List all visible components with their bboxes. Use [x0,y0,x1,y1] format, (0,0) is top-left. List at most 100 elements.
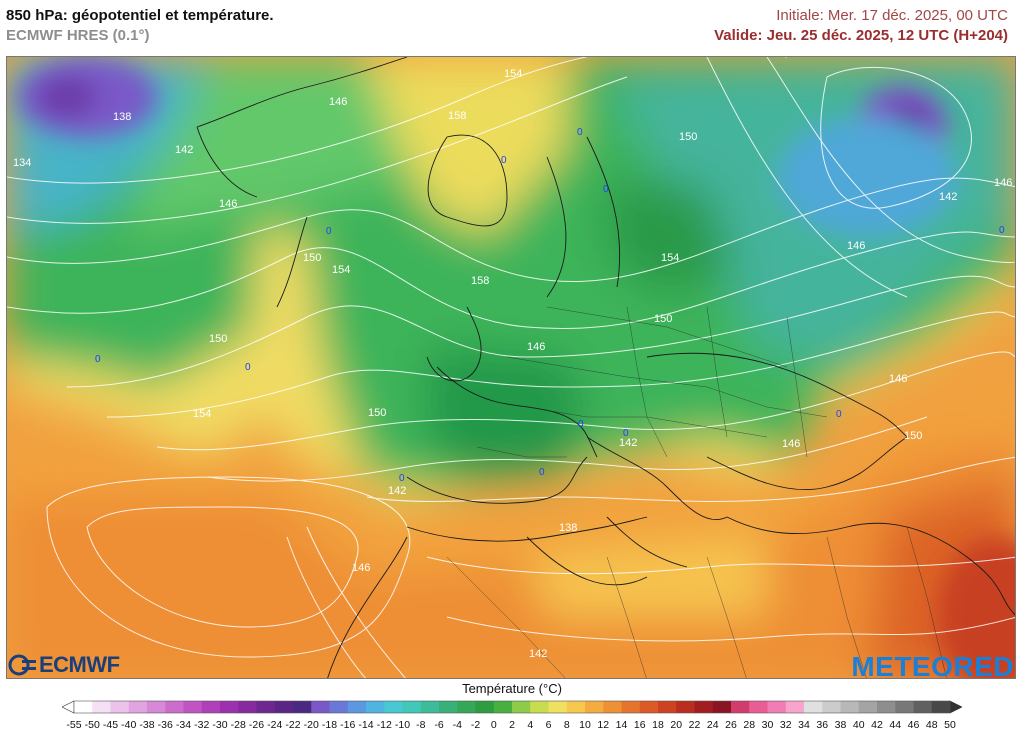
zero-mark: 0 [578,419,584,430]
colorbar-tick-label: -30 [212,719,228,731]
contour-label: 146 [219,198,237,210]
colorbar-swatch [731,701,750,713]
contour-label: 154 [504,68,522,80]
zero-mark: 0 [326,226,332,237]
colorbar-swatch [877,701,896,713]
temperature-field [7,57,1015,678]
contour-label: 142 [388,485,406,497]
colorbar-arrow-left [62,700,75,714]
legend-title: Température (°C) [462,681,562,696]
zero-mark: 0 [577,127,583,138]
contour-label: 154 [332,264,350,276]
header-right: Initiale: Mer. 17 déc. 2025, 00 UTC Vali… [714,6,1008,46]
colorbar-tick-label: -10 [394,719,411,731]
ecmwf-logo-text: ECMWF [39,652,120,677]
colorbar-swatch [74,701,93,713]
colorbar-swatch [238,701,257,713]
coastlines [196,57,1015,678]
colorbar-swatch [585,701,604,713]
colorbar-tick-label: -18 [321,719,338,731]
zero-mark: 0 [999,225,1005,236]
contour-label: 134 [13,157,31,169]
colorbar-swatch [767,701,787,713]
colorbar-tick-label: -20 [303,719,319,731]
colorbar-tick-label: 42 [871,719,883,731]
colorbar-swatch [457,701,476,713]
init-time: Initiale: Mer. 17 déc. 2025, 00 UTC [776,7,1008,24]
colorbar-swatch [913,701,933,713]
colorbar-tick-label: 10 [579,719,591,731]
colorbar-swatch [895,701,914,713]
contour-label: 150 [654,313,672,325]
colorbar-tick-label: -50 [84,719,100,731]
ecmwf-logo: ECMWF [8,652,120,678]
colorbar-tick-label: -55 [66,719,82,731]
colorbar-tick-label: 0 [490,719,497,731]
ecmwf-mark-icon [8,654,36,676]
header-left: 850 hPa: géopotentiel et température. EC… [6,6,274,46]
contour-label: 154 [661,252,679,264]
valid-time: Valide: Jeu. 25 déc. 2025, 12 UTC (H+204… [714,27,1008,44]
colorbar-swatch [712,701,732,713]
colorbar-tick-label: 8 [563,719,570,731]
zero-mark: 0 [836,409,842,420]
colorbar-swatch [694,701,714,713]
colorbar-swatch [384,701,403,713]
colorbar-tick-label: -4 [452,719,462,731]
contour-label: 154 [193,408,211,420]
colorbar-swatch [858,701,878,713]
colorbar-swatch [366,701,385,713]
contour-label: 146 [994,177,1012,189]
colorbar-tick-label: 36 [816,719,829,731]
contour-label: 146 [527,341,545,353]
temperature-colorbar [62,700,962,714]
colorbar-tick-label: 40 [852,719,865,731]
colorbar-tick-label: -14 [358,719,374,731]
contour-label: 138 [113,111,131,123]
colorbar-swatch [201,701,221,713]
colorbar-tick-label: 14 [615,719,628,731]
colorbar-swatch [676,701,695,713]
colorbar-swatch [183,701,203,713]
colorbar-swatch [530,701,549,713]
colorbar-tick-label: -16 [340,719,356,731]
zero-mark: 0 [623,428,629,439]
colorbar-swatch [165,701,184,713]
colorbar-tick-label: -45 [102,719,119,731]
colorbar-swatch [110,701,130,713]
borders [446,306,947,678]
colorbar-tick-label: 46 [907,719,920,731]
zero-mark: 0 [95,354,101,365]
colorbar-ticks: -55 -50 -45 -40 -38 -36 -34 -32 -30 -28 -26 -24 -22-… [0,719,1024,735]
colorbar-tick-label: 30 [761,719,774,731]
colorbar-tick-label: -32 [194,719,210,731]
colorbar-tick-label: -22 [285,719,301,731]
colorbar-swatch [92,701,111,713]
colorbar-tick-label: 2 [509,719,515,731]
contour-label: 142 [175,144,193,156]
colorbar-swatch [548,701,568,713]
contour-label: 158 [448,110,466,122]
weather-map[interactable]: 154 138 142 134 146 146 158 150 154 158 … [6,56,1016,679]
colorbar-tick-label: -36 [157,719,173,731]
map-canvas: 154 138 142 134 146 146 158 150 154 158 … [7,57,1015,678]
colorbar-tick-label: -6 [434,719,444,731]
contour-label: 158 [471,275,489,287]
contour-label: 146 [782,438,800,450]
colorbar-tick-label: -2 [470,719,481,731]
colorbar-tick-label: -8 [416,719,426,731]
colorbar-tick-label: 20 [670,719,683,731]
contour-label: 150 [209,333,227,345]
colorbar-tick-label: 28 [743,719,756,731]
colorbar-swatch [311,701,330,713]
colorbar-tick-label: 44 [889,719,902,731]
colorbar-swatch [749,701,768,713]
model-subtitle: ECMWF HRES (0.1°) [6,27,150,44]
contour-label: 150 [904,430,922,442]
colorbar-tick-label: -26 [248,719,265,731]
zero-mark: 0 [603,184,609,195]
colorbar-tick-label: -40 [121,719,137,731]
colorbar-swatch [840,701,860,713]
contour-label: 146 [329,96,347,108]
zero-mark: 0 [245,362,251,373]
